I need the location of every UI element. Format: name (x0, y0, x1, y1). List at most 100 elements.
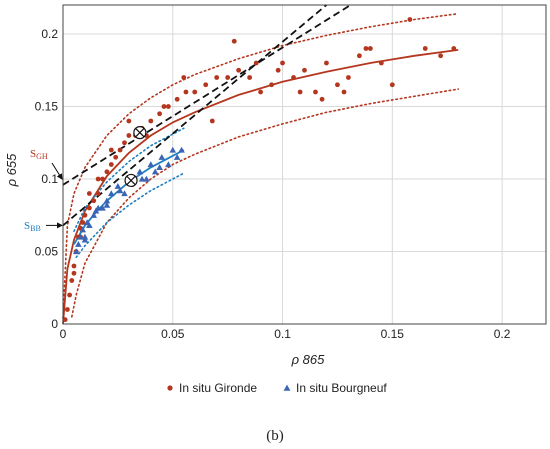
gironde-point (335, 82, 340, 88)
gironde-point (86, 205, 92, 211)
legend-marker-bourgneuf (283, 384, 291, 391)
fit-curve-dotted (73, 127, 185, 232)
gironde-point (269, 82, 274, 88)
x-axis-label: ρ 865 (291, 352, 326, 367)
gironde-point (367, 46, 373, 51)
gironde-point (71, 270, 77, 276)
tangent-line (62, 4, 328, 227)
bourgneuf-point (147, 161, 155, 168)
gironde-point (148, 118, 154, 124)
bourgneuf-point (121, 190, 128, 197)
gironde-point (302, 67, 307, 73)
gironde-point (126, 133, 132, 138)
bourgneuf-point (138, 175, 146, 182)
gironde-point (80, 220, 86, 225)
bourgneuf-point (86, 222, 93, 229)
gironde-point (275, 67, 281, 73)
bourgneuf-point (169, 146, 177, 153)
bourgneuf-point (92, 207, 100, 214)
bourgneuf-point (81, 236, 89, 243)
bourgneuf-point (114, 182, 122, 189)
gironde-point (64, 307, 70, 312)
tangent-point-marker (133, 126, 147, 140)
gironde-point (422, 46, 428, 51)
bourgneuf-point (108, 190, 115, 197)
x-tick-label: 0.05 (161, 327, 185, 341)
gironde-point (71, 263, 77, 269)
tick-labels: 0 0.05 0.1 0.15 0.2 0 0.05 0.1 0.15 0.2 (35, 27, 511, 341)
bourgneuf-point (103, 201, 111, 208)
bourgneuf-point (72, 248, 80, 255)
fit-curve-dotted (71, 88, 460, 318)
gironde-point (253, 60, 259, 66)
gironde-point (69, 278, 75, 283)
gironde-point (280, 60, 285, 66)
bourgneuf-point (77, 233, 84, 240)
tangent-lines (62, 4, 352, 227)
bourgneuf-point (75, 240, 82, 247)
bourgneuf-point (143, 175, 150, 182)
gironde-point (95, 191, 101, 196)
annotations: SGH SBB (24, 148, 63, 233)
gironde-point (100, 176, 105, 182)
gironde-point (291, 75, 296, 80)
bourgneuf-point (158, 153, 166, 160)
y-tick-label: 0.2 (41, 27, 58, 41)
gironde-point (313, 89, 318, 95)
gironde-point (214, 75, 220, 80)
bourgneuf-point (90, 211, 98, 218)
tangent-points (124, 126, 147, 188)
fit-curve-dotted (62, 12, 460, 320)
gironde-point (324, 60, 329, 66)
x-tick-label: 0.15 (381, 327, 405, 341)
fit-curve-dotted (75, 172, 185, 259)
gironde-point (231, 38, 237, 44)
gironde-point (438, 53, 444, 59)
gironde-point (225, 75, 231, 80)
annotation-label: SGH (30, 148, 48, 161)
bourgneuf-point (136, 168, 144, 175)
gironde-point (258, 89, 263, 95)
gironde-point (247, 75, 253, 80)
gironde-point (126, 118, 132, 124)
gironde-point (157, 111, 163, 117)
x-tick-label: 0.2 (494, 327, 511, 341)
plot-frame (62, 4, 547, 325)
tangent-line (62, 4, 352, 186)
legend-label: In situ Gironde (179, 381, 257, 395)
gironde-point (122, 140, 127, 146)
gironde-point (82, 212, 88, 218)
gironde-point (319, 96, 325, 102)
x-tick-label: 0.1 (274, 327, 291, 341)
figure-caption: (b) (266, 428, 284, 444)
gironde-point (62, 317, 68, 323)
tangent-point-marker (124, 173, 138, 188)
bourgneuf-point (156, 164, 163, 171)
gironde-point (104, 169, 110, 175)
gironde-point (181, 75, 187, 80)
y-axis-label: ρ 655 (4, 153, 19, 188)
gironde-point (108, 162, 114, 167)
y-tick-label: 0.1 (41, 172, 58, 186)
annotation-label: SBB (24, 220, 41, 233)
bourgneuf-point (116, 187, 124, 194)
bourgneuf-point (173, 153, 181, 160)
bourgneuf-point (79, 226, 87, 233)
legend-marker-gironde (167, 385, 173, 391)
annotation-arrow (51, 162, 63, 180)
gironde-point (389, 82, 395, 88)
gironde-point (183, 89, 189, 95)
gironde-point (363, 46, 369, 51)
bourgneuf-point (103, 197, 111, 204)
gironde-point (108, 147, 114, 153)
gironde-point (297, 89, 303, 95)
y-tick-label: 0.15 (35, 100, 59, 114)
gironde-point (356, 53, 362, 59)
gironde-point (91, 198, 97, 204)
bourgneuf-point (178, 146, 185, 153)
gironde-point (86, 191, 92, 196)
bourgneuf-point (165, 161, 172, 168)
bourgneuf-point (151, 168, 159, 175)
x-tick-label: 0 (60, 327, 67, 341)
